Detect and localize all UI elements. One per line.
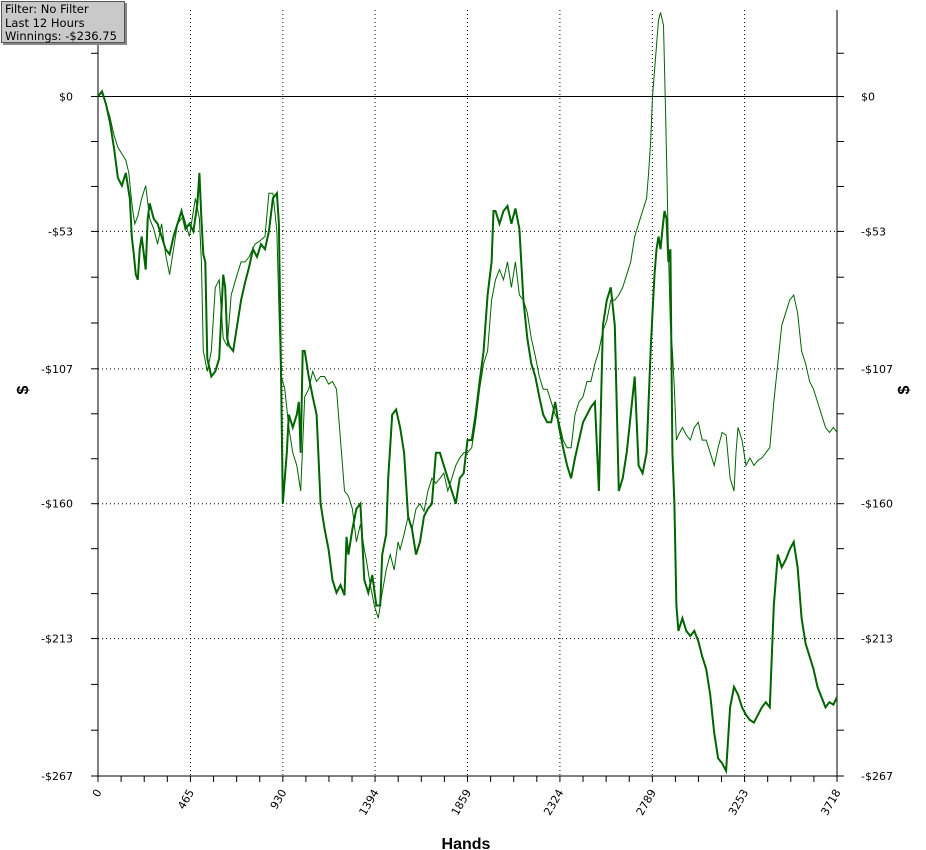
- x-axis-title: Hands: [442, 836, 491, 850]
- x-tick-label: 3718: [818, 787, 843, 818]
- y-tick-label-left: -$213: [41, 633, 73, 646]
- filter-info-box: Filter: No Filter Last 12 Hours Winnings…: [1, 1, 125, 43]
- y-tick-label-left: -$267: [41, 770, 73, 783]
- winnings-label: Winnings: -$236.75: [5, 29, 117, 43]
- filter-label: Filter: No Filter: [5, 2, 89, 16]
- x-tick-label: 2324: [541, 787, 566, 818]
- y-tick-label-left: -$160: [41, 498, 73, 511]
- y-tick-label-right: $0: [861, 91, 875, 104]
- y-tick-label-right: -$107: [861, 363, 893, 376]
- y-tick-label-right: -$267: [861, 770, 893, 783]
- axes: [91, 10, 844, 782]
- y-tick-label-right: -$53: [861, 225, 886, 238]
- x-tick-label: 465: [175, 787, 197, 812]
- y-axis-title-right: $: [896, 385, 913, 394]
- series-line-bold: [97, 89, 838, 775]
- x-tick-label: 1394: [356, 787, 381, 818]
- series-line-thin: [97, 12, 838, 619]
- y-axis-title-left: $: [15, 385, 32, 394]
- grid-lines: [98, 10, 837, 777]
- x-tick-label: 2789: [634, 787, 659, 818]
- y-tick-label-left: -$107: [41, 363, 73, 376]
- y-tick-label-left: -$53: [48, 225, 73, 238]
- x-tick-label: 3253: [726, 787, 751, 818]
- y-tick-label-left: $0: [59, 91, 73, 104]
- x-tick-label: 1859: [449, 787, 474, 818]
- y-tick-label-right: -$160: [861, 498, 893, 511]
- y-tick-label-right: -$213: [861, 633, 893, 646]
- series-lines: [97, 12, 838, 775]
- x-tick-label: 0: [90, 787, 105, 800]
- period-label: Last 12 Hours: [5, 15, 85, 30]
- x-tick-label: 930: [268, 787, 290, 812]
